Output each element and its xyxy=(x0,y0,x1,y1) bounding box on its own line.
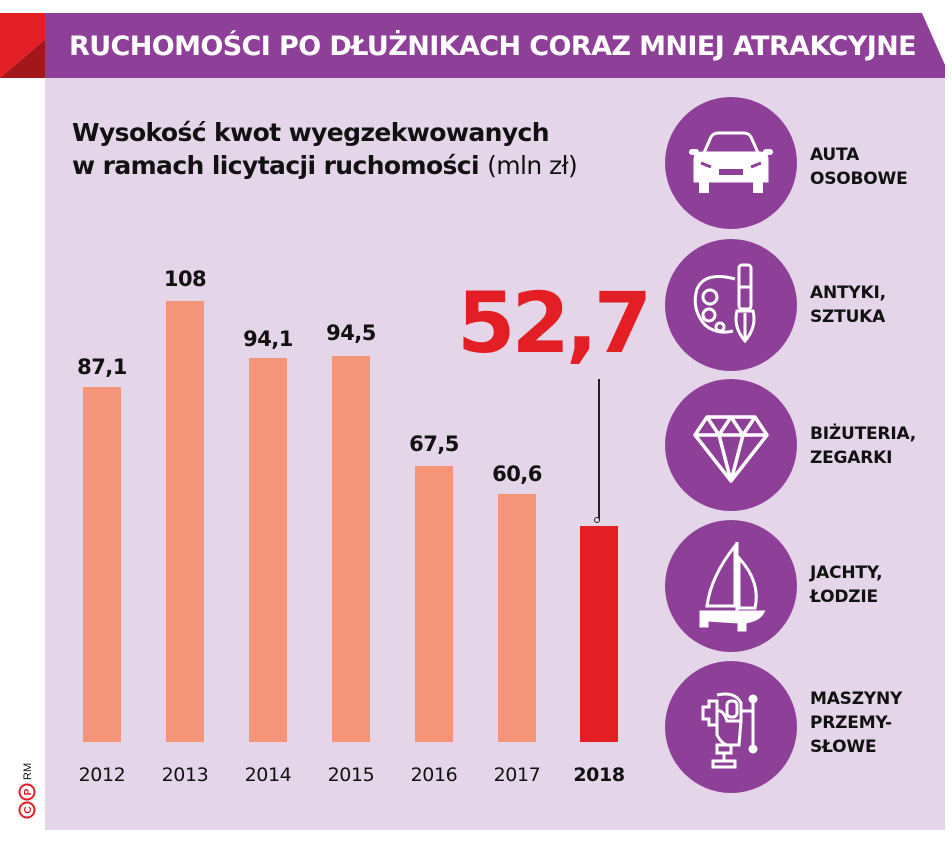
category-line: BIŻUTERIA, xyxy=(810,424,916,444)
vise-icon xyxy=(665,661,797,793)
highlight-value: 52,7 xyxy=(457,274,652,372)
category-line: ŁODZIE xyxy=(810,587,878,607)
subtitle-line-2: w ramach licytacji ruchomości (mln zł) xyxy=(72,149,578,182)
category-line: PRZEMY- xyxy=(810,713,892,733)
bar-2013 xyxy=(166,301,204,742)
credit-initials: RM xyxy=(22,763,34,780)
value-label: 87,1 xyxy=(77,355,127,379)
year-label: 2017 xyxy=(493,764,541,786)
car-icon xyxy=(665,97,797,229)
category-label-cars: AUTA OSOBOWE xyxy=(810,143,908,191)
credit: C P RM xyxy=(12,742,42,832)
logo-p: P xyxy=(23,788,34,795)
year-label: 2015 xyxy=(327,764,375,786)
subtitle-line-1: Wysokość kwot wyegzekwowanych xyxy=(72,118,550,147)
year-label: 2016 xyxy=(410,764,458,786)
category-line: AUTA xyxy=(810,145,860,165)
year-label-highlight: 2018 xyxy=(573,764,625,786)
value-label: 60,6 xyxy=(492,462,542,486)
logo-c: C xyxy=(23,806,34,813)
leader-line xyxy=(598,379,600,520)
value-label: 67,5 xyxy=(409,432,459,456)
page-title: RUCHOMOŚCI PO DŁUŻNIKACH CORAZ MNIEJ ATR… xyxy=(69,31,917,62)
category-line: ANTYKI, xyxy=(810,283,886,303)
value-label: 94,1 xyxy=(243,327,293,351)
bar-2015 xyxy=(332,356,370,742)
bar-2012 xyxy=(83,387,121,742)
header-banner: RUCHOMOŚCI PO DŁUŻNIKACH CORAZ MNIEJ ATR… xyxy=(45,13,945,78)
bar-2017 xyxy=(498,494,536,742)
sailboat-icon xyxy=(665,520,797,652)
category-line: OSOBOWE xyxy=(810,169,908,189)
value-label: 94,5 xyxy=(326,321,376,345)
bar-2014 xyxy=(249,358,287,742)
subtitle-unit: (mln zł) xyxy=(487,151,578,180)
year-label: 2014 xyxy=(244,764,292,786)
subtitle-bold: w ramach licytacji ruchomości xyxy=(72,151,480,180)
category-label-machines: MASZYNY PRZEMY- SŁOWE xyxy=(810,687,902,759)
category-line: SŁOWE xyxy=(810,737,877,757)
year-label: 2012 xyxy=(78,764,126,786)
palette-brush-icon xyxy=(665,239,797,371)
bar-2018 xyxy=(580,526,618,742)
bar-2016 xyxy=(415,466,453,742)
chart-subtitle: Wysokość kwot wyegzekwowanych w ramach l… xyxy=(72,116,578,182)
value-label: 108 xyxy=(163,267,207,291)
category-label-antiques: ANTYKI, SZTUKA xyxy=(810,281,886,329)
category-line: JACHTY, xyxy=(810,563,883,583)
category-label-yachts: JACHTY, ŁODZIE xyxy=(810,561,883,609)
year-label: 2013 xyxy=(161,764,209,786)
category-line: SZTUKA xyxy=(810,307,886,327)
leader-dot xyxy=(594,517,600,523)
category-line: ZEGARKI xyxy=(810,448,893,468)
diamond-icon xyxy=(665,379,797,511)
category-label-jewelry: BIŻUTERIA, ZEGARKI xyxy=(810,422,916,470)
category-line: MASZYNY xyxy=(810,689,903,709)
